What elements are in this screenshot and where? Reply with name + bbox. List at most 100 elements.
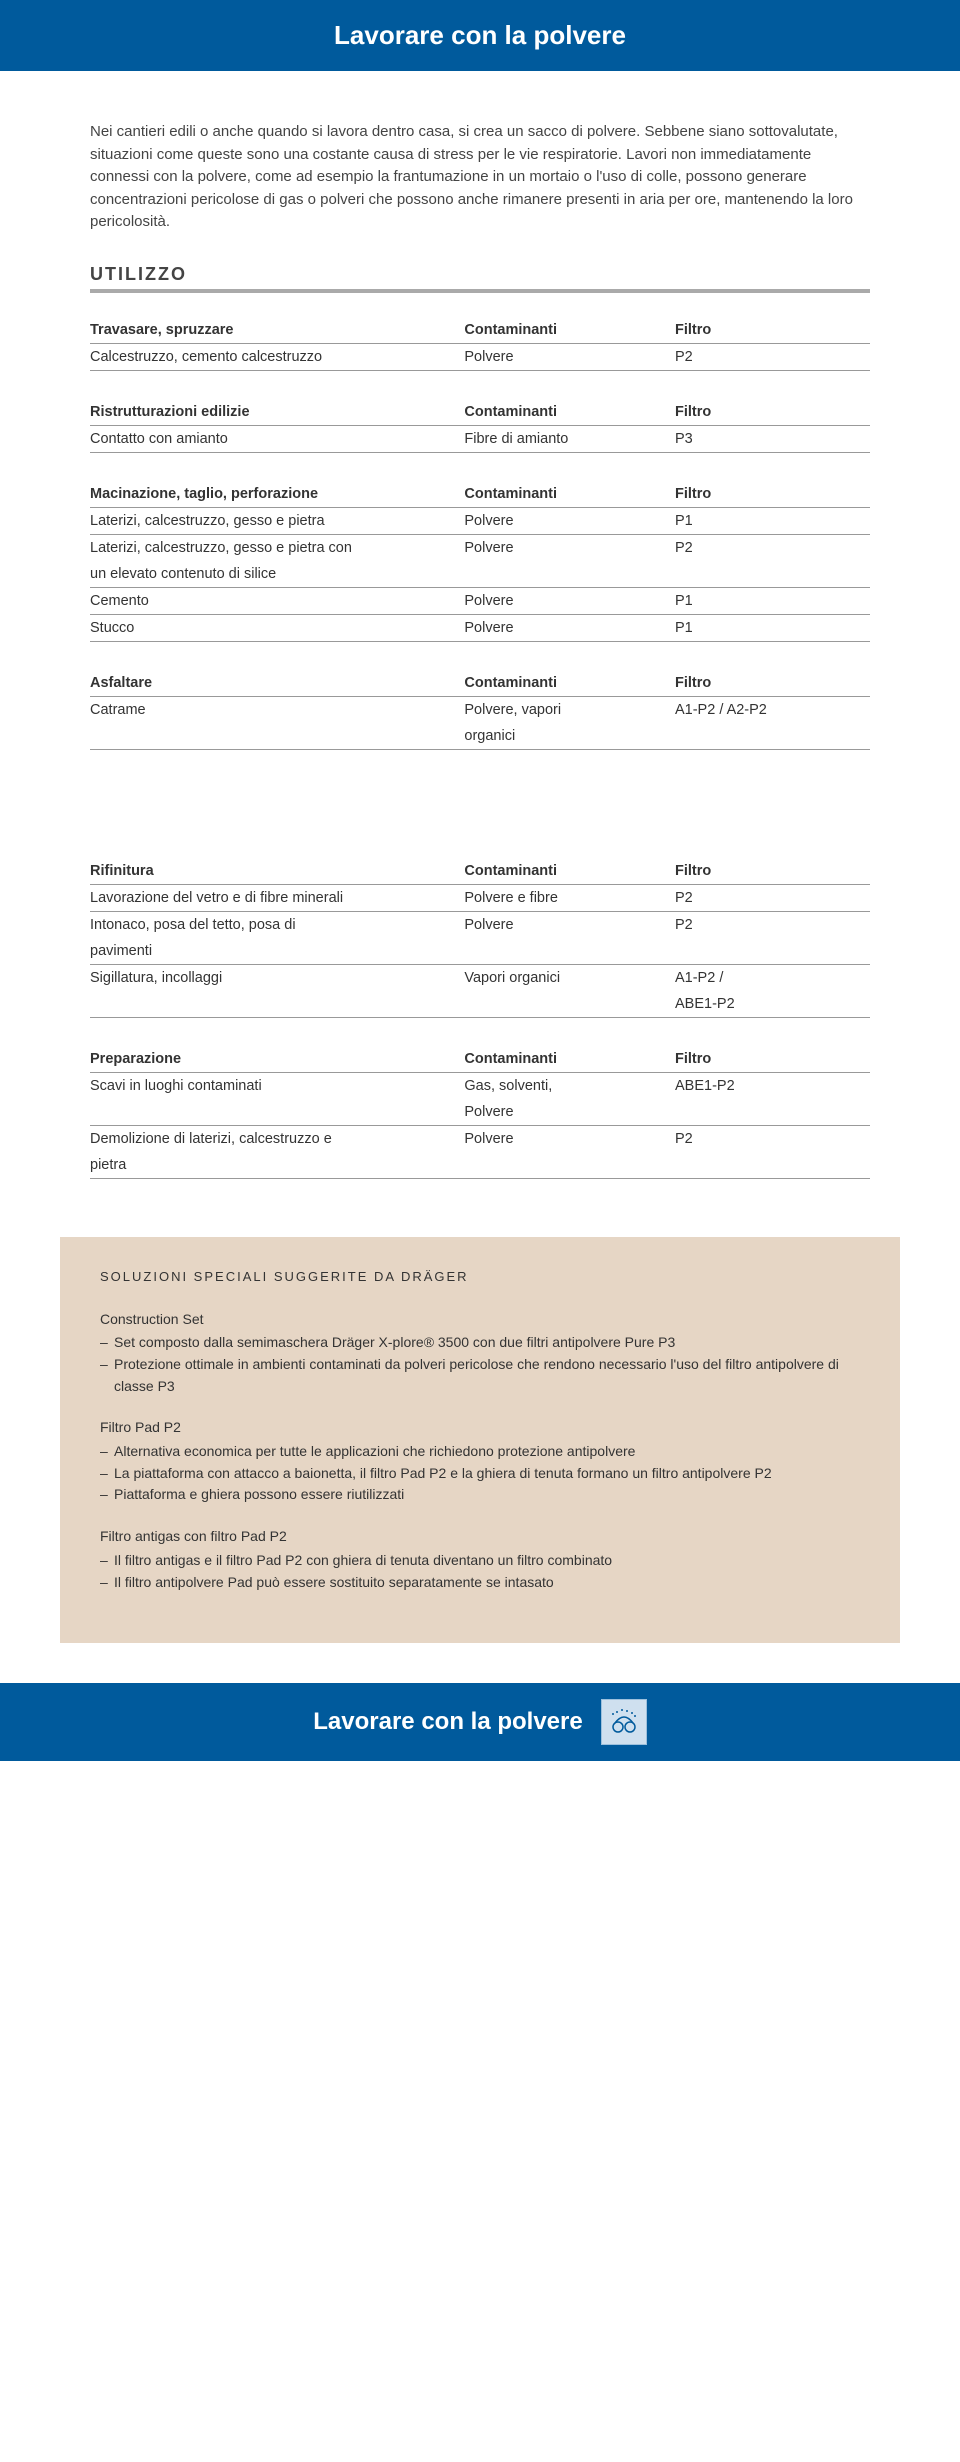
tables-group-bottom: Rifinitura Contaminanti Filtro Lavorazione … [90, 858, 870, 1179]
table-cell-activity: Laterizi, calcestruzzo, gesso e pietra c… [90, 534, 464, 561]
dash-icon: – [100, 1441, 114, 1463]
table-cell-empty [464, 991, 675, 1018]
table-cell-contaminant: Vapori organici [464, 964, 675, 991]
usage-table: Ristrutturazioni edilizieContaminantiFil… [90, 399, 870, 453]
footer-title: Lavorare con la polvere [313, 1708, 582, 1736]
table-header-filter: Filtro [675, 317, 870, 344]
table-cell-activity: Calcestruzzo, cemento calcestruzzo [90, 343, 464, 370]
table-header-contaminant: Contaminanti [464, 1046, 675, 1073]
table-cell-filter: A1-P2 / [675, 964, 870, 991]
table-cell-activity: Sigillatura, incollaggi [90, 964, 464, 991]
table-cell-filter: P2 [675, 911, 870, 938]
table-header-filter: Filtro [675, 399, 870, 426]
table-cell-empty [90, 723, 464, 750]
solution-bullet: –Il filtro antigas e il filtro Pad P2 co… [100, 1550, 860, 1572]
table-cell-empty [90, 1099, 464, 1126]
dash-icon: – [100, 1332, 114, 1354]
usage-table: Macinazione, taglio, perforazioneContami… [90, 481, 870, 642]
table-cell-activity-cont: pavimenti [90, 938, 464, 965]
table-header-activity: Macinazione, taglio, perforazione [90, 481, 464, 508]
table-cell-filter: P2 [675, 534, 870, 561]
solution-bullet-text: Il filtro antipolvere Pad può essere sos… [114, 1572, 860, 1594]
table-header-filter: Filtro [675, 481, 870, 508]
respirator-icon [601, 1699, 647, 1745]
header-bar: Lavorare con la polvere [0, 0, 960, 71]
usage-table: AsfaltareContaminantiFiltro CatramePolver… [90, 670, 870, 750]
usage-table: RifinituraContaminantiFiltroLavorazione … [90, 858, 870, 1018]
vertical-spacer [90, 778, 870, 858]
solution-bullet-text: Alternativa economica per tutte le appli… [114, 1441, 860, 1463]
table-header-filter: Filtro [675, 858, 870, 885]
table-cell-filter: P2 [675, 884, 870, 911]
table-header-contaminant: Contaminanti [464, 481, 675, 508]
table-cell-empty [675, 1099, 870, 1126]
solutions-title: SOLUZIONI SPECIALI SUGGERITE DA DRÄGER [100, 1267, 860, 1287]
table-cell-contaminant: Polvere [464, 343, 675, 370]
table-cell-filter-cont: ABE1-P2 [675, 991, 870, 1018]
solution-bullet-text: Protezione ottimale in ambienti contamin… [114, 1354, 860, 1397]
table-cell-activity: Laterizi, calcestruzzo, gesso e pietra [90, 507, 464, 534]
table-header-activity: Rifinitura [90, 858, 464, 885]
intro-paragraph: Nei cantieri edili o anche quando si lav… [90, 121, 870, 234]
dash-icon: – [100, 1550, 114, 1572]
solution-group-title: Construction Set [100, 1309, 860, 1331]
table-cell-contaminant: Polvere e fibre [464, 884, 675, 911]
solution-bullet-text: Il filtro antigas e il filtro Pad P2 con… [114, 1550, 860, 1572]
table-cell-empty [675, 561, 870, 588]
table-cell-contaminant: Polvere [464, 587, 675, 614]
table-header-activity: Preparazione [90, 1046, 464, 1073]
dash-icon: – [100, 1572, 114, 1594]
solution-group: Filtro Pad P2–Alternativa economica per … [100, 1417, 860, 1506]
solution-bullet: –Protezione ottimale in ambienti contami… [100, 1354, 860, 1397]
solution-bullet-text: La piattaforma con attacco a baionetta, … [114, 1463, 860, 1485]
table-cell-empty [90, 991, 464, 1018]
page-title: Lavorare con la polvere [334, 20, 626, 50]
table-cell-contaminant: Polvere, vapori [464, 696, 675, 723]
solution-bullet: –La piattaforma con attacco a baionetta,… [100, 1463, 860, 1485]
usage-table: PreparazioneContaminantiFiltroScavi in l… [90, 1046, 870, 1179]
table-header-activity: Ristrutturazioni edilizie [90, 399, 464, 426]
solution-bullet-text: Set composto dalla semimaschera Dräger X… [114, 1332, 860, 1354]
solution-bullet: –Piattaforma e ghiera possono essere riu… [100, 1484, 860, 1506]
table-cell-activity: Catrame [90, 696, 464, 723]
table-cell-filter: P1 [675, 614, 870, 641]
table-cell-activity: Lavorazione del vetro e di fibre mineral… [90, 884, 464, 911]
table-cell-contaminant: Fibre di amianto [464, 425, 675, 452]
table-cell-contaminant: Polvere [464, 507, 675, 534]
dash-icon: – [100, 1354, 114, 1397]
table-cell-contaminant: Polvere [464, 614, 675, 641]
table-cell-filter: P2 [675, 343, 870, 370]
table-cell-contaminant: Gas, solventi, [464, 1072, 675, 1099]
table-cell-contaminant-cont: Polvere [464, 1099, 675, 1126]
table-header-contaminant: Contaminanti [464, 670, 675, 697]
tables-group-top: Travasare, spruzzareContaminantiFiltroCa… [90, 317, 870, 750]
usage-table: Travasare, spruzzareContaminantiFiltroCa… [90, 317, 870, 371]
table-cell-activity: Cemento [90, 587, 464, 614]
table-cell-empty [675, 938, 870, 965]
table-cell-filter: A1-P2 / A2-P2 [675, 696, 870, 723]
table-cell-filter: P1 [675, 587, 870, 614]
main-content: Nei cantieri edili o anche quando si lav… [0, 71, 960, 1237]
table-cell-activity: Demolizione di laterizi, calcestruzzo e [90, 1125, 464, 1152]
footer-bar: Lavorare con la polvere [0, 1683, 960, 1761]
table-header-contaminant: Contaminanti [464, 317, 675, 344]
table-cell-empty [675, 723, 870, 750]
table-cell-contaminant: Polvere [464, 534, 675, 561]
dash-icon: – [100, 1463, 114, 1485]
table-cell-filter: P1 [675, 507, 870, 534]
table-cell-activity-cont: un elevato contenuto di silice [90, 561, 464, 588]
solution-group-title: Filtro antigas con filtro Pad P2 [100, 1526, 860, 1548]
table-cell-contaminant-cont: organici [464, 723, 675, 750]
table-cell-filter: P3 [675, 425, 870, 452]
table-cell-contaminant: Polvere [464, 911, 675, 938]
solution-bullet: –Il filtro antipolvere Pad può essere so… [100, 1572, 860, 1594]
table-cell-filter: ABE1-P2 [675, 1072, 870, 1099]
table-cell-empty [464, 561, 675, 588]
table-cell-empty [675, 1152, 870, 1179]
table-cell-activity: Intonaco, posa del tetto, posa di [90, 911, 464, 938]
dash-icon: – [100, 1484, 114, 1506]
table-header-filter: Filtro [675, 670, 870, 697]
table-header-activity: Asfaltare [90, 670, 464, 697]
solutions-panel: SOLUZIONI SPECIALI SUGGERITE DA DRÄGER C… [60, 1237, 900, 1644]
solution-group-title: Filtro Pad P2 [100, 1417, 860, 1439]
